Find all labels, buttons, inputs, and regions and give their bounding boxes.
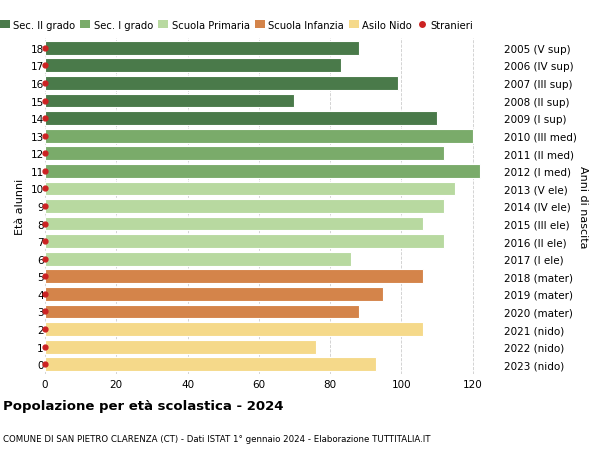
Bar: [45, 323, 422, 336]
Text: Popolazione per età scolastica - 2024: Popolazione per età scolastica - 2024: [3, 399, 284, 412]
Y-axis label: Età alunni: Età alunni: [15, 179, 25, 235]
Bar: [45, 77, 398, 90]
Bar: [45, 200, 444, 213]
Bar: [45, 95, 295, 108]
Bar: [45, 165, 479, 178]
Bar: [45, 59, 341, 73]
Bar: [45, 235, 444, 248]
Bar: [45, 217, 422, 231]
Bar: [45, 287, 383, 301]
Bar: [45, 147, 444, 161]
Bar: [45, 182, 455, 196]
Bar: [45, 270, 422, 284]
Bar: [45, 129, 473, 143]
Bar: [45, 112, 437, 126]
Bar: [45, 305, 359, 319]
Bar: [45, 42, 359, 56]
Bar: [45, 358, 376, 371]
Text: COMUNE DI SAN PIETRO CLARENZA (CT) - Dati ISTAT 1° gennaio 2024 - Elaborazione T: COMUNE DI SAN PIETRO CLARENZA (CT) - Dat…: [3, 434, 431, 443]
Bar: [45, 340, 316, 354]
Bar: [45, 252, 352, 266]
Y-axis label: Anni di nascita: Anni di nascita: [578, 165, 588, 248]
Legend: Sec. II grado, Sec. I grado, Scuola Primaria, Scuola Infanzia, Asilo Nido, Stran: Sec. II grado, Sec. I grado, Scuola Prim…: [0, 21, 473, 31]
